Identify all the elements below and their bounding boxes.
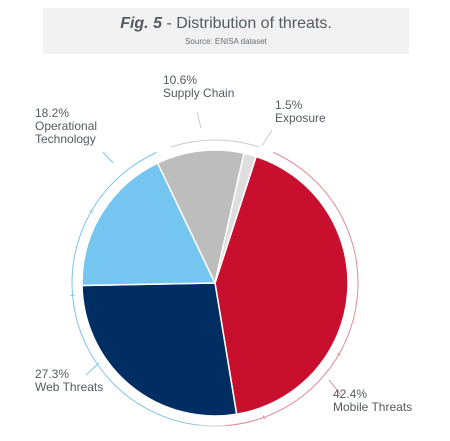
slice-label-supply-chain: Supply Chain xyxy=(163,86,234,100)
figure-header: Fig. 5 - Distribution of threats. Source… xyxy=(43,8,409,54)
ring-arc-blue xyxy=(71,151,201,426)
slice-percent-mobile-threats: 42.4% xyxy=(333,387,367,401)
slice-percent-operational-technology: 18.2% xyxy=(35,106,69,120)
ring-tick xyxy=(262,415,266,420)
slice-percent-web-threats: 27.3% xyxy=(35,367,69,381)
pie-slice-operational-technology xyxy=(81,162,217,287)
ring-arc-gray-bottom xyxy=(199,424,226,427)
ring-tick xyxy=(89,210,94,213)
leader-line-web-threats xyxy=(85,362,100,376)
figure-title: Fig. 5 - Distribution of threats. xyxy=(43,15,409,33)
title-separator: - xyxy=(161,15,177,32)
pie-slice-web-threats xyxy=(81,282,238,417)
leader-line-exposure xyxy=(261,129,273,147)
leader-line-supply-chain xyxy=(196,111,202,129)
leader-line-mobile-threats xyxy=(328,379,342,396)
slice-percent-exposure: 1.5% xyxy=(275,98,303,112)
ring-tick xyxy=(336,353,341,356)
ring-arc-gray-top xyxy=(170,139,260,148)
figure-number: Fig. 5 xyxy=(120,15,162,32)
slice-label-mobile-threats: Mobile Threats xyxy=(333,400,412,414)
ring-arc-red xyxy=(224,151,359,427)
leader-line-operational-technology xyxy=(102,151,114,164)
outer-ring xyxy=(70,139,359,427)
slice-labels: 42.4%Mobile Threats 27.3%Web Threats 18.2%… xyxy=(35,73,412,414)
slice-label-exposure: Exposure xyxy=(275,111,326,125)
pie-slices xyxy=(81,149,349,417)
slice-percent-supply-chain: 10.6% xyxy=(163,73,197,87)
figure-source: Source: ENISA dataset xyxy=(185,37,267,46)
figure-title-text: Distribution of threats. xyxy=(176,15,332,32)
pie-slice-exposure xyxy=(214,152,258,284)
pie-slice-mobile-threats xyxy=(214,155,349,416)
label-leaders xyxy=(85,111,342,396)
slice-label-web-threats: Web Threats xyxy=(35,380,103,394)
slice-label-operational-technology: Operational xyxy=(35,119,97,133)
slice-label-operational-technology: Technology xyxy=(35,132,96,146)
